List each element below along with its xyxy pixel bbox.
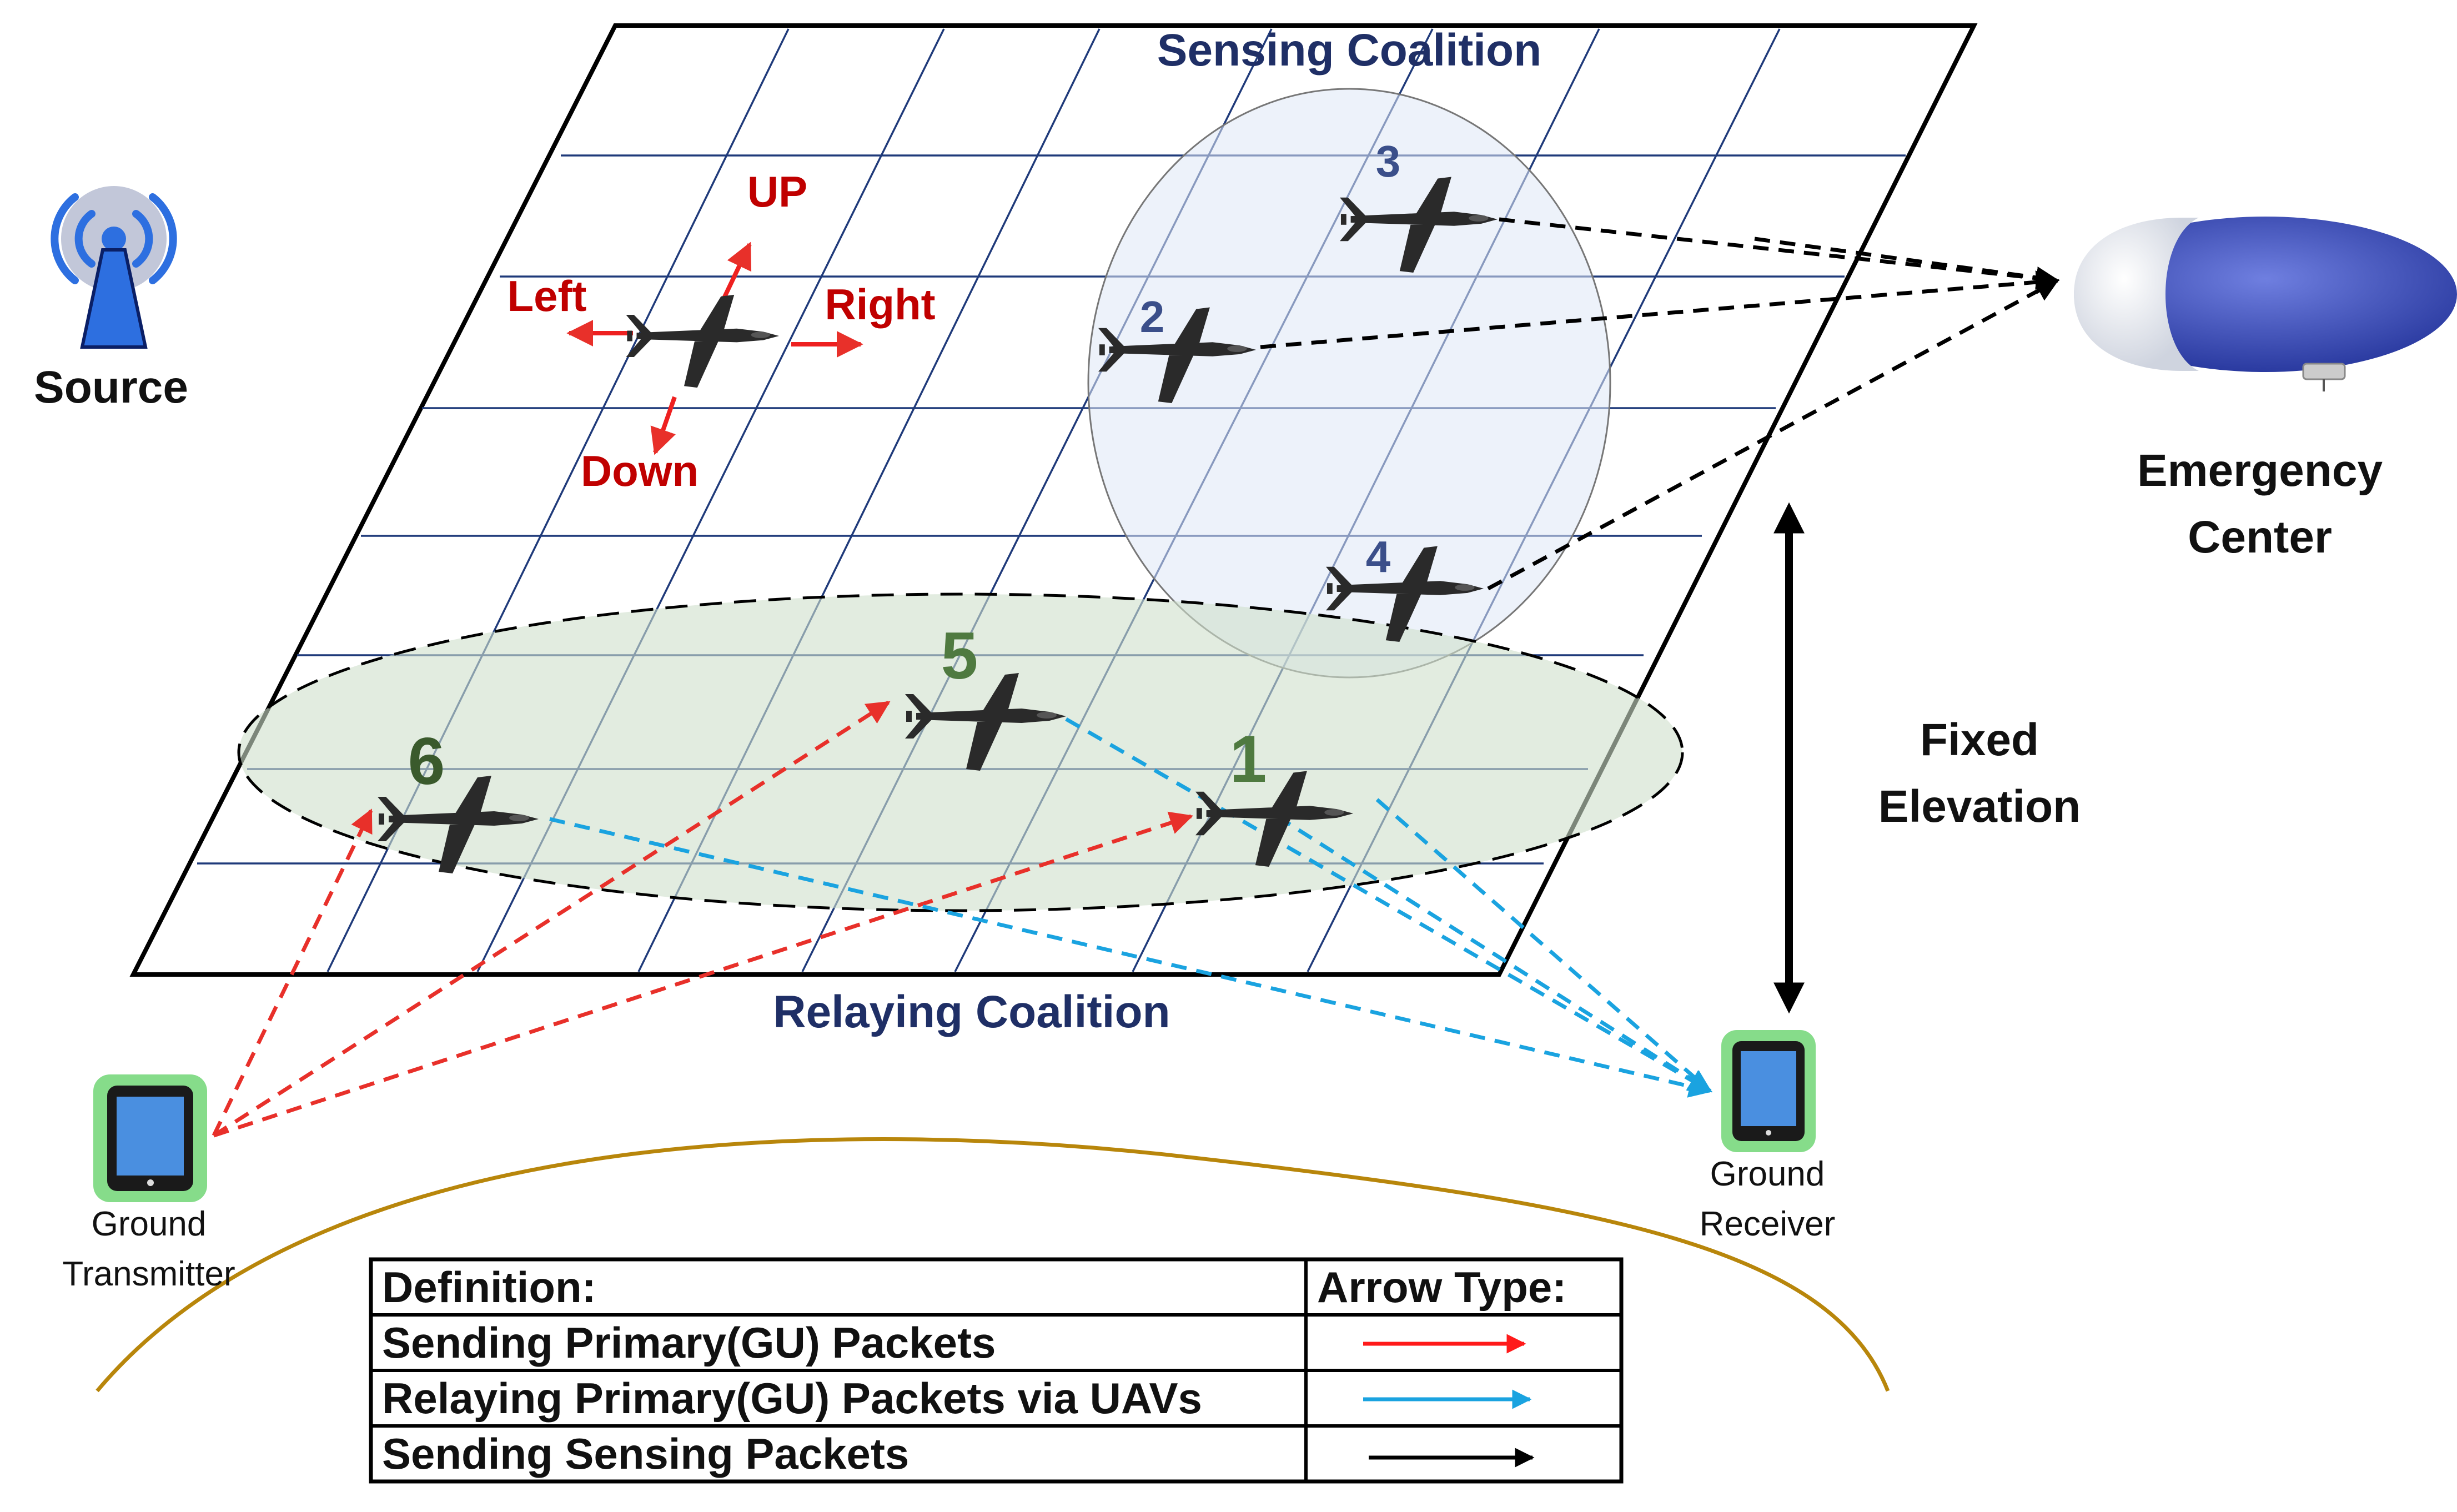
source-label: Source (34, 362, 188, 413)
antenna-tower-icon (51, 186, 177, 349)
uav-6-number: 6 (408, 724, 445, 798)
airship-icon (2074, 217, 2457, 391)
direction-up-label: UP (747, 167, 807, 216)
direction-down-label: Down (581, 446, 699, 495)
emergency-center-label-line2: Center (2188, 512, 2332, 562)
fixed-elevation-label-line2: Elevation (1878, 781, 2081, 832)
emergency-center-label-line1: Emergency (2137, 445, 2383, 496)
gu-arrow-to-6 (212, 808, 373, 1137)
sensing-arrow-3 (1499, 217, 2060, 290)
sensing-coalition-label: Sensing Coalition (1157, 25, 1541, 76)
uav-4-number: 4 (1366, 532, 1391, 581)
uav-5-number: 5 (941, 619, 978, 693)
ground-transmitter-label-line1: Ground (92, 1205, 207, 1243)
direction-up-arrow (720, 242, 752, 304)
fixed-elevation-label-line1: Fixed (1920, 715, 2039, 765)
relay-arrow-from-1b (1375, 798, 1712, 1093)
gu-arrow-to-1 (213, 811, 1193, 1138)
legend-header-definition: Definition: (382, 1263, 596, 1312)
ground-receiver-label-line2: Receiver (1700, 1205, 1836, 1243)
legend-row-label: Sending Primary(GU) Packets (382, 1318, 996, 1367)
relay-arrow-from-1 (1276, 815, 1712, 1093)
ground-curve (96, 1137, 1890, 1393)
direction-down-arrow (650, 396, 677, 455)
sensing-arrow-2 (1260, 270, 2060, 349)
ground-transmitter-label-line2: Transmitter (62, 1255, 235, 1293)
gu-arrow-to-5 (213, 701, 891, 1137)
uav-2-number: 2 (1140, 292, 1165, 341)
direction-left-label: Left (508, 272, 587, 320)
legend-row-label: Relaying Primary(GU) Packets via UAVs (382, 1374, 1202, 1423)
uav-1-number: 1 (1230, 722, 1267, 796)
relay-arrow-from-5 (1065, 717, 1712, 1093)
uav-3-number: 3 (1376, 137, 1401, 186)
relay-arrow-from-6 (549, 817, 1713, 1098)
ground-transmitter-tablet-icon (93, 1074, 207, 1202)
relaying-coalition-label: Relaying Coalition (773, 987, 1170, 1037)
sensing-arrow-4 (1487, 278, 2059, 591)
ground-receiver-tablet-icon (1721, 1030, 1816, 1152)
direction-right-label: Right (825, 280, 935, 329)
legend-table: Definition: Arrow Type: Sending Primary(… (369, 1257, 1624, 1484)
legend-header-arrow-type: Arrow Type: (1317, 1263, 1566, 1312)
ground-receiver-label-line1: Ground (1710, 1155, 1825, 1193)
legend-row-label: Sending Sensing Packets (382, 1429, 909, 1478)
